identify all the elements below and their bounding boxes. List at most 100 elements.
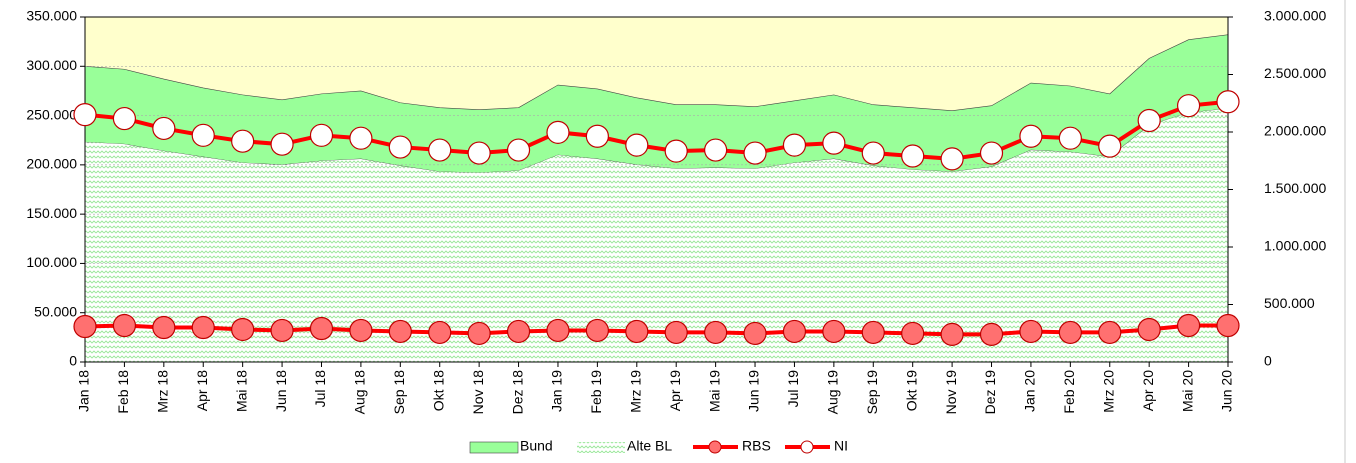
marker [270, 132, 294, 156]
y-tick-label: 150.000 [26, 205, 77, 221]
marker [1019, 319, 1043, 344]
marker [782, 133, 807, 157]
x-tick-label: Okt 19 [903, 370, 919, 411]
marker [625, 319, 649, 344]
marker [428, 320, 452, 345]
x-tick-label: Jan 20 [1022, 370, 1038, 412]
marker [1216, 90, 1240, 114]
marker [704, 320, 728, 345]
x-tick-label: Jul 19 [785, 370, 801, 408]
marker [270, 318, 294, 343]
marker [112, 106, 137, 131]
marker [940, 322, 964, 346]
y2-tick-label: 1.000.000 [1264, 238, 1326, 254]
x-tick-label: Aug 19 [825, 370, 841, 415]
area [85, 108, 1228, 363]
x-tick-label: Apr 20 [1140, 370, 1156, 411]
marker [231, 317, 255, 342]
legend-label: Alte BL [627, 438, 672, 454]
marker [822, 131, 846, 155]
x-tick-label: Jan 19 [549, 370, 565, 412]
x-tick-label: Mrz 19 [627, 370, 643, 413]
x-tick-label: Jun 18 [273, 370, 289, 412]
marker [1137, 108, 1161, 133]
x-tick-label: Jul 18 [312, 370, 328, 408]
marker [585, 318, 609, 343]
marker [388, 319, 412, 344]
y-tick-label: 250.000 [26, 106, 77, 122]
marker [1176, 94, 1201, 118]
marker [467, 141, 491, 165]
legend-label: RBS [742, 438, 771, 454]
x-tick-label: Mrz 18 [155, 370, 171, 413]
marker [822, 319, 846, 344]
marker [546, 318, 570, 343]
y-tick-label: 0 [69, 353, 77, 369]
marker [1058, 126, 1082, 150]
marker [782, 319, 807, 344]
marker [1098, 320, 1122, 345]
marker [1058, 320, 1082, 345]
marker [901, 321, 925, 346]
marker [861, 320, 885, 345]
marker [1216, 313, 1240, 338]
legend-swatch [469, 441, 519, 454]
x-tick-label: Aug 18 [352, 370, 368, 415]
legend-label: Bund [520, 438, 553, 454]
x-tick-label: Jun 20 [1219, 370, 1235, 412]
marker [73, 103, 97, 127]
marker [506, 319, 531, 344]
marker [743, 141, 767, 165]
marker [979, 322, 1004, 346]
x-tick-label: Feb 19 [588, 370, 604, 414]
marker [152, 315, 176, 340]
x-tick-label: Mrz 20 [1100, 370, 1116, 413]
x-tick-label: Dez 18 [509, 370, 525, 415]
legend-marker [800, 440, 814, 454]
x-tick-label: Jun 19 [746, 370, 762, 412]
marker [940, 147, 964, 171]
marker [861, 141, 885, 165]
marker [901, 144, 925, 168]
marker [191, 123, 215, 147]
y2-tick-label: 500.000 [1264, 295, 1315, 311]
x-tick-label: Nov 19 [943, 370, 959, 415]
x-tick-label: Nov 18 [470, 370, 486, 415]
legend-label: NI [834, 438, 848, 454]
marker [152, 116, 176, 141]
x-tick-label: Apr 19 [667, 370, 683, 411]
marker [704, 138, 728, 162]
marker [112, 313, 137, 338]
x-tick-label: Okt 18 [430, 370, 446, 411]
marker [506, 138, 531, 162]
legend-marker [708, 440, 722, 454]
marker [349, 126, 373, 150]
x-tick-label: Jan 18 [76, 370, 92, 412]
x-tick-label: Mai 20 [1179, 370, 1195, 412]
marker [546, 120, 570, 144]
y-tick-label: 350.000 [26, 8, 77, 24]
marker [467, 321, 491, 346]
y-tick-label: 100.000 [26, 254, 77, 270]
marker [1098, 134, 1122, 158]
x-tick-label: Apr 18 [194, 370, 210, 411]
y-tick-label: 200.000 [26, 156, 77, 172]
marker [585, 124, 609, 148]
marker [349, 318, 373, 343]
y2-tick-label: 2.000.000 [1264, 123, 1326, 139]
x-tick-label: Mai 19 [706, 370, 722, 412]
y2-tick-label: 2.500.000 [1264, 65, 1326, 81]
marker [1176, 313, 1201, 338]
x-tick-label: Sep 19 [864, 370, 880, 415]
marker [743, 321, 767, 346]
y2-tick-label: 1.500.000 [1264, 180, 1326, 196]
y-tick-label: 50.000 [34, 303, 77, 319]
y2-tick-label: 3.000.000 [1264, 8, 1326, 24]
marker [309, 123, 334, 147]
marker [73, 314, 97, 339]
marker [664, 320, 688, 345]
marker [388, 135, 412, 159]
marker [191, 315, 215, 340]
marker [1137, 317, 1161, 342]
